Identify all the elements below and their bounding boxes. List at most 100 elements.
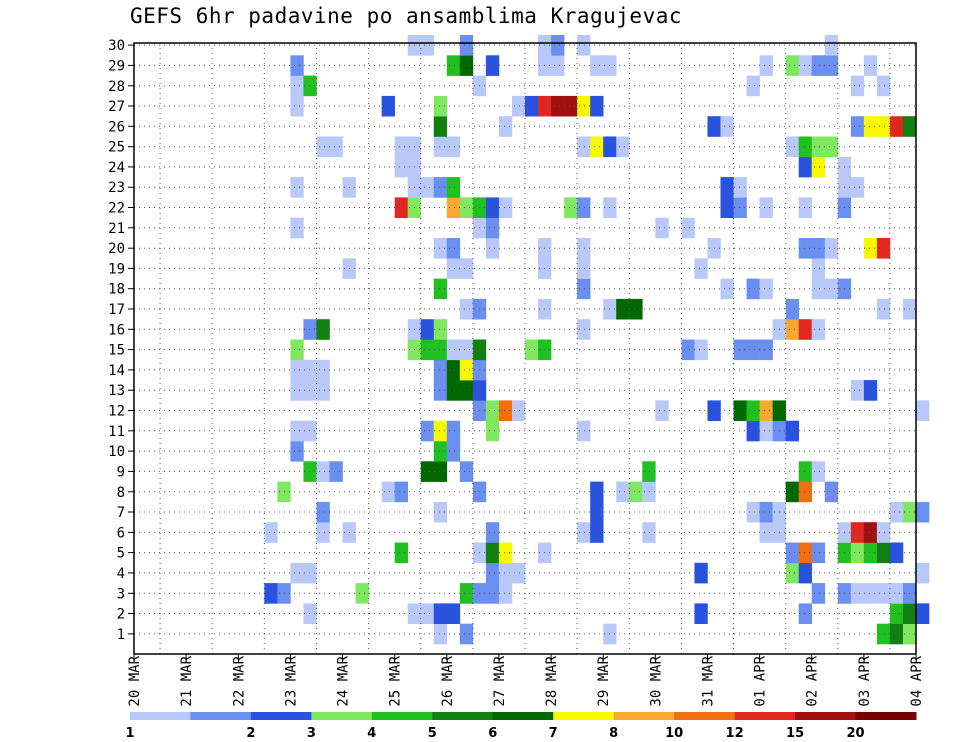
- legend-swatch: [855, 712, 917, 720]
- heatmap-cell: [459, 583, 474, 604]
- heatmap-cell: [720, 278, 734, 300]
- heatmap-cell: [577, 35, 591, 56]
- heatmap-cell: [420, 35, 435, 56]
- chart-title: GEFS 6hr padavine po ansamblima Kragujev…: [130, 4, 683, 28]
- heatmap-cell: [420, 177, 435, 198]
- heatmap-cell: [720, 177, 734, 198]
- legend-label: 3: [307, 726, 316, 741]
- heatmap-cell: [798, 603, 813, 624]
- heatmap-cell: [433, 238, 448, 259]
- heatmap-cell: [303, 562, 317, 584]
- legend-swatch: [250, 712, 312, 720]
- heatmap-cell: [824, 238, 839, 259]
- legend-label: 4: [367, 726, 376, 741]
- heatmap-cell: [551, 35, 565, 56]
- x-tick-label: 20 MAR: [127, 655, 143, 706]
- heatmap-cell: [824, 55, 839, 76]
- heatmap-cell: [329, 136, 343, 158]
- legend-label: 5: [428, 726, 437, 741]
- heatmap-cell: [850, 116, 865, 137]
- heatmap-cell: [433, 603, 448, 624]
- heatmap-cell: [590, 481, 604, 503]
- heatmap-cell: [420, 420, 435, 442]
- heatmap-cell: [577, 319, 591, 340]
- heatmap-cell: [811, 319, 826, 340]
- heatmap-cell: [733, 339, 747, 361]
- heatmap-cell: [798, 55, 813, 76]
- heatmap-cell: [798, 238, 813, 259]
- heatmap-cell: [446, 380, 461, 401]
- heatmap-cell: [303, 603, 317, 624]
- heatmap-cell: [746, 420, 760, 442]
- heatmap-cell: [785, 136, 799, 158]
- grid-lines: [134, 43, 916, 654]
- y-tick-label: 12: [108, 404, 125, 420]
- heatmap-cell: [498, 562, 513, 584]
- legend-label: 12: [726, 726, 744, 741]
- heatmap-cell: [485, 55, 500, 76]
- heatmap-cell: [916, 400, 930, 421]
- heatmap-cell: [446, 55, 461, 76]
- heatmap-cell: [459, 359, 474, 381]
- legend-label: 1: [125, 726, 134, 741]
- legend-label: 8: [609, 726, 618, 741]
- heatmap-cell: [290, 441, 304, 462]
- x-tick-label: 04 APR: [909, 655, 925, 706]
- plot-frame: [133, 42, 917, 655]
- heatmap-cell: [590, 95, 604, 117]
- y-tick-label: 16: [108, 322, 125, 338]
- heatmap-cell: [889, 542, 904, 564]
- legend-swatch: [674, 712, 736, 720]
- heatmap-cell: [759, 197, 773, 218]
- legend-swatch: [613, 712, 675, 720]
- y-tick-label: 6: [117, 525, 125, 541]
- heatmap-cell: [511, 562, 526, 584]
- heatmap-cell: [811, 542, 826, 564]
- legend-swatch: [190, 712, 252, 720]
- heatmap-cell: [264, 522, 278, 543]
- x-tick-label: 31 MAR: [701, 655, 717, 706]
- heatmap-cell: [303, 75, 317, 97]
- heatmap-cell: [863, 116, 878, 137]
- heatmap-cell: [577, 197, 591, 218]
- heatmap-cell: [498, 116, 513, 137]
- heatmap-cell: [485, 542, 500, 564]
- heatmap-cell: [394, 156, 408, 178]
- heatmap-cell: [811, 238, 826, 259]
- heatmap-cell: [785, 562, 799, 584]
- heatmap-cell: [876, 623, 891, 645]
- heatmap-cell: [720, 116, 734, 137]
- heatmap-cell: [798, 461, 813, 482]
- heatmap-cell: [876, 542, 891, 564]
- heatmap-cell: [889, 603, 904, 624]
- heatmap-cell: [394, 136, 408, 158]
- heatmap-cell: [498, 542, 513, 564]
- heatmap-cell: [577, 258, 591, 279]
- heatmap-cell: [290, 75, 304, 97]
- heatmap-cell: [759, 339, 773, 361]
- heatmap-cell: [433, 177, 448, 198]
- heatmap-cell: [433, 116, 448, 137]
- y-tick-label: 23: [108, 180, 125, 196]
- y-axis: 1234567891011121314151617181920212223242…: [108, 38, 134, 643]
- heatmap-cell: [616, 481, 630, 503]
- y-tick-label: 4: [117, 566, 125, 582]
- heatmap-cell: [798, 136, 813, 158]
- heatmap-cell: [459, 339, 474, 361]
- heatmap-cell: [655, 217, 669, 239]
- heatmap-cell: [916, 501, 930, 523]
- heatmap-cell: [785, 55, 799, 76]
- heatmap-cell: [590, 522, 604, 543]
- heatmap-cell: [694, 603, 708, 624]
- heatmap-cell: [433, 319, 448, 340]
- heatmap-cell: [577, 420, 591, 442]
- heatmap-cell: [863, 583, 878, 604]
- heatmap-cell: [485, 522, 500, 543]
- heatmap-cell: [433, 441, 448, 462]
- heatmap-cell: [433, 420, 448, 442]
- heatmap-cell: [850, 177, 865, 198]
- heatmap-cell: [564, 197, 578, 218]
- heatmap-cell: [746, 501, 760, 523]
- y-tick-label: 29: [108, 58, 125, 74]
- y-tick-label: 18: [108, 282, 125, 298]
